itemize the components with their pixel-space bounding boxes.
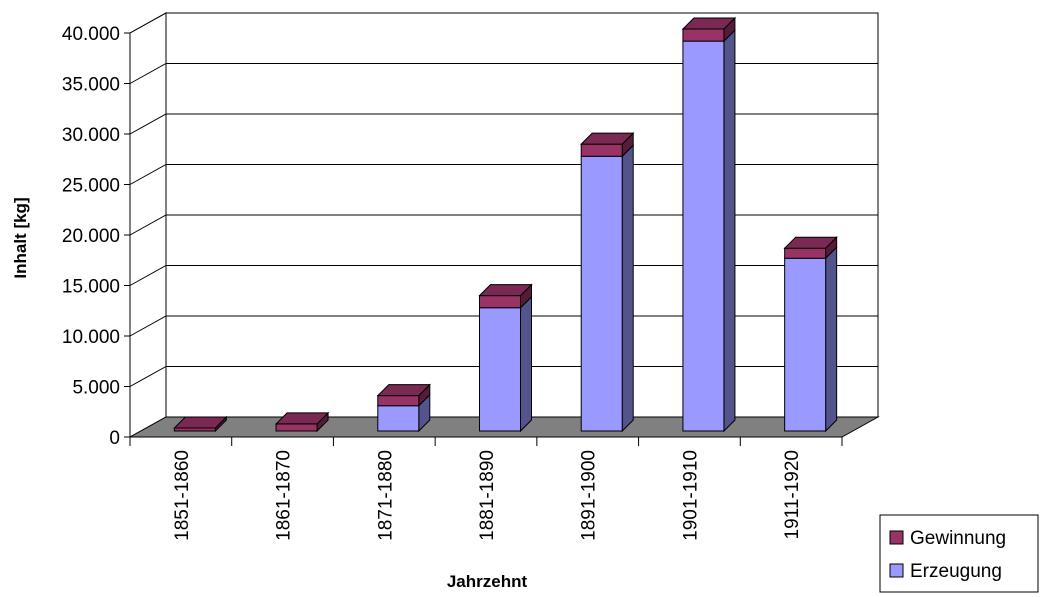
bar-gewinnung-1871-1880-top <box>376 384 431 397</box>
y-tick-label: 15.000 <box>62 277 120 298</box>
y-tick-label: 20.000 <box>62 226 120 247</box>
bar-gewinnung-1881-1890 <box>479 295 521 309</box>
bar-gewinnung-1891-1900-top <box>580 132 635 145</box>
bar-erzeugung-1881-1890-side <box>520 295 532 433</box>
y-tick-label: 0 <box>109 428 120 449</box>
gridline <box>129 164 878 185</box>
x-tick-label: 1871-1880 <box>375 450 396 541</box>
gridline <box>129 63 878 84</box>
y-tick-label: 35.000 <box>62 75 120 96</box>
x-tick-label: 1911-1920 <box>782 450 803 539</box>
y-axis-title: Inhalt [kg] <box>11 197 30 278</box>
y-tick-label: 5.000 <box>72 378 120 399</box>
gridline <box>129 113 878 135</box>
x-tick-label: 1851-1860 <box>172 450 193 541</box>
bar-erzeugung-1911-1920-side <box>825 246 838 433</box>
bar-gewinnung-1881-1890-top <box>478 284 533 297</box>
bar-gewinnung-1911-1920 <box>784 247 827 259</box>
bars <box>173 16 838 433</box>
bar-erzeugung-1891-1900 <box>580 155 623 432</box>
bar-gewinnung-1891-1900 <box>580 143 623 157</box>
y-tick-label: 30.000 <box>62 125 120 146</box>
bar-erzeugung-1871-1880 <box>377 405 420 432</box>
legend-box <box>879 514 1039 593</box>
bar-gewinnung-1901-1910-top <box>681 17 737 30</box>
x-tick-label: 1861-1870 <box>274 450 295 541</box>
bar-gewinnung-1861-1870 <box>275 423 318 432</box>
x-tick-label: 1891-1900 <box>579 450 600 541</box>
y-tick-label: 10.000 <box>62 327 120 348</box>
legend-label-erzeugung: Erzeugung <box>910 561 1002 582</box>
bar-erzeugung-1901-1910-side <box>723 28 736 433</box>
bar-erzeugung-1881-1890 <box>479 307 521 432</box>
y-tick-label: 40.000 <box>62 24 120 45</box>
bar-erzeugung-1891-1900-side <box>621 144 634 433</box>
legend-swatch-erzeugung <box>889 563 904 578</box>
gridlines <box>129 12 878 387</box>
y-tick-labels: 0 5.000 10.000 15.000 20.000 25.000 30.000 35.0… <box>62 24 120 449</box>
axes <box>124 32 843 446</box>
bar-gewinnung-1911-1920-top <box>783 236 838 249</box>
bar-erzeugung-1901-1910 <box>682 40 725 432</box>
bar-erzeugung-1911-1920 <box>784 257 827 432</box>
gridline <box>129 12 878 34</box>
x-axis-title: Jahrzehnt <box>447 572 528 591</box>
gridline <box>129 315 878 337</box>
x-tick-label: 1881-1890 <box>477 450 498 541</box>
legend: Gewinnung Erzeugung <box>879 514 1039 593</box>
y-tick-label: 25.000 <box>62 176 120 197</box>
gridline <box>129 265 878 286</box>
legend-swatch-gewinnung <box>889 530 904 545</box>
bar-gewinnung-1901-1910 <box>682 28 725 42</box>
x-tick-label: 1901-1910 <box>680 450 701 541</box>
x-tick-labels: 1851-1860 1861-1870 1871-1880 1881-1890 1891… <box>172 450 803 541</box>
gridline <box>129 366 878 387</box>
legend-label-gewinnung: Gewinnung <box>910 528 1006 549</box>
bar-gewinnung-1861-1870-top <box>274 412 330 425</box>
bar-gewinnung-1851-1860-top <box>173 416 228 429</box>
bar-gewinnung-1871-1880 <box>377 395 420 407</box>
gridline <box>129 214 878 236</box>
